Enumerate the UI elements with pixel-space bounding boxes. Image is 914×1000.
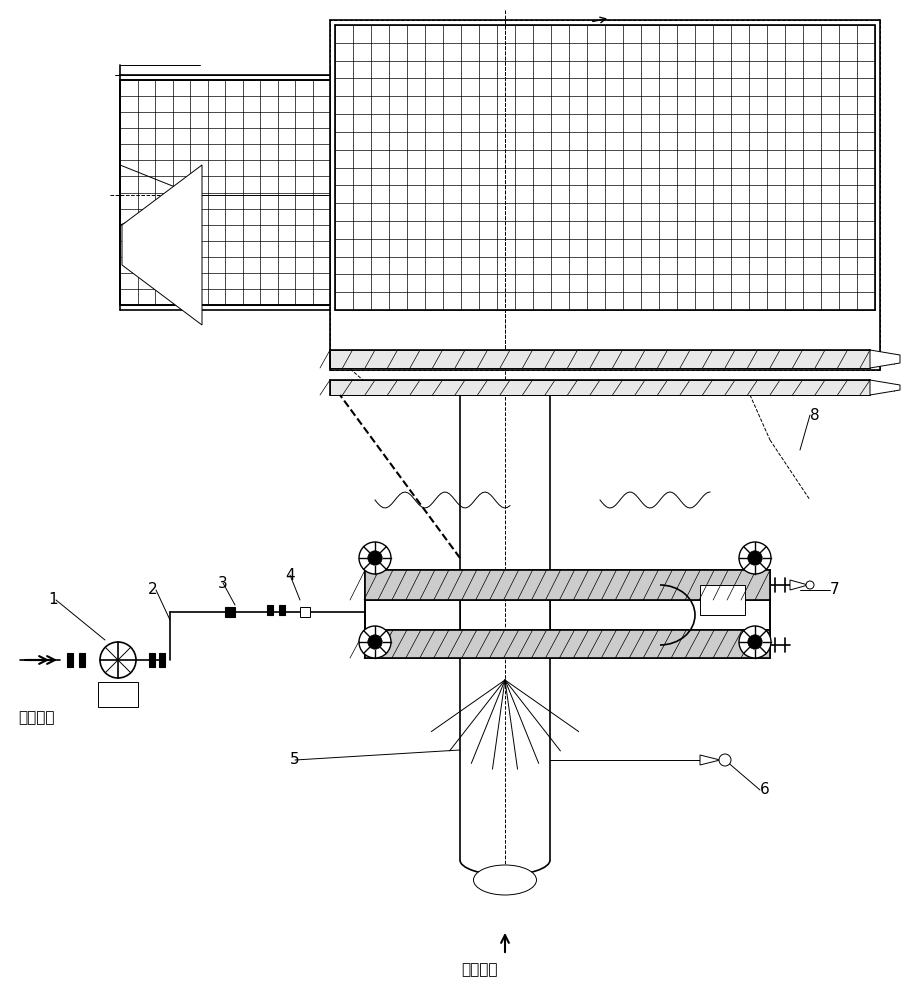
Polygon shape: [790, 580, 808, 590]
Circle shape: [806, 581, 814, 589]
Ellipse shape: [473, 865, 537, 895]
Bar: [365, 630, 770, 658]
Circle shape: [739, 542, 771, 574]
Bar: [159, 653, 165, 667]
Bar: [300, 607, 310, 617]
Bar: [225, 607, 235, 617]
Bar: [365, 570, 770, 600]
Bar: [330, 350, 870, 368]
Text: 1: 1: [48, 592, 58, 607]
Text: 冷却介质: 冷却介质: [18, 710, 55, 726]
Circle shape: [739, 626, 771, 658]
Text: 2: 2: [148, 582, 157, 597]
Text: 3: 3: [218, 576, 228, 590]
Text: 5: 5: [290, 752, 300, 768]
Circle shape: [367, 551, 382, 565]
Circle shape: [748, 551, 762, 565]
Text: 高温烟气: 高温烟气: [462, 962, 498, 978]
Polygon shape: [870, 350, 900, 368]
Polygon shape: [122, 165, 202, 325]
Bar: [98, 682, 138, 707]
Text: 6: 6: [760, 782, 770, 798]
Bar: [330, 20, 880, 370]
Text: 4: 4: [285, 568, 294, 582]
Circle shape: [719, 754, 731, 766]
Polygon shape: [700, 755, 720, 765]
Circle shape: [100, 642, 136, 678]
Circle shape: [367, 635, 382, 649]
Bar: [279, 605, 285, 615]
Bar: [79, 653, 85, 667]
Circle shape: [359, 626, 391, 658]
Bar: [149, 653, 155, 667]
Text: 8: 8: [810, 408, 820, 422]
Text: 7: 7: [830, 582, 840, 597]
Bar: [700, 585, 745, 615]
Bar: [67, 653, 73, 667]
Circle shape: [359, 542, 391, 574]
Bar: [267, 605, 273, 615]
Polygon shape: [870, 380, 900, 395]
Bar: [330, 380, 870, 395]
Circle shape: [748, 635, 762, 649]
